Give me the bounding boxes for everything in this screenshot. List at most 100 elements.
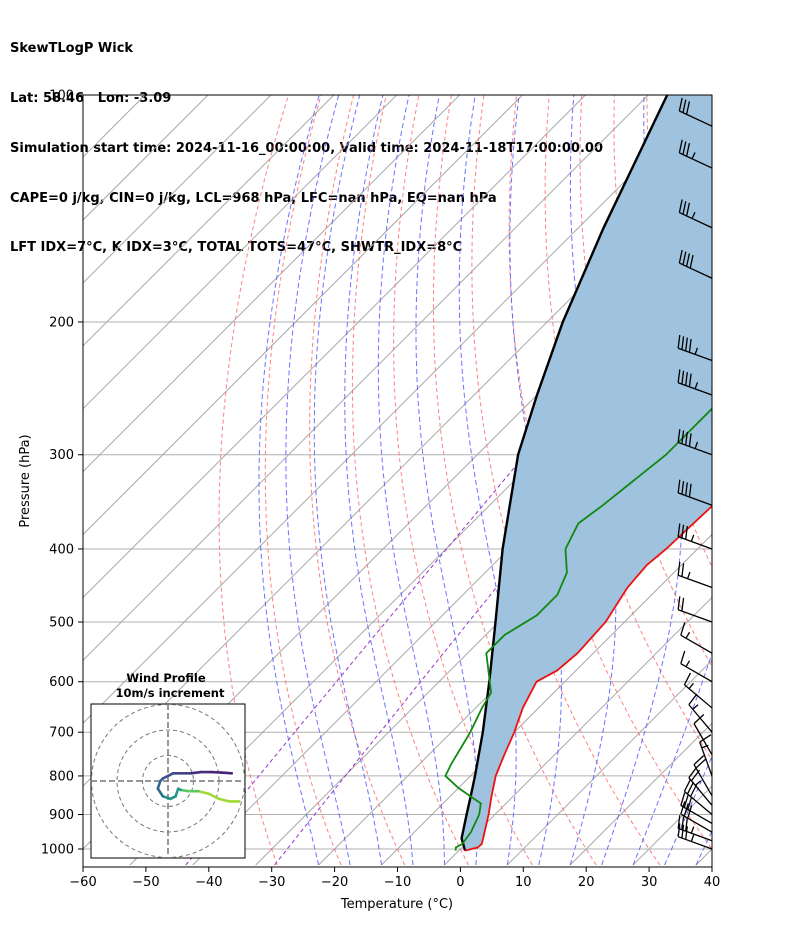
barb-flag bbox=[682, 201, 687, 215]
barb-flag bbox=[685, 526, 688, 540]
dry-adiabat bbox=[218, 95, 289, 866]
barb-shaft bbox=[693, 723, 713, 756]
barb-flag bbox=[677, 561, 681, 576]
wind-barb bbox=[693, 755, 713, 797]
barb-shaft bbox=[679, 110, 713, 127]
hodograph-segment bbox=[174, 787, 180, 798]
dry-adiabat bbox=[393, 95, 533, 866]
barb-flag bbox=[683, 672, 692, 686]
dry-adiabat bbox=[264, 95, 342, 866]
hodograph-inset bbox=[90, 703, 246, 859]
barb-half-flag bbox=[685, 660, 691, 668]
hodograph-subtitle: 10m/s increment bbox=[116, 686, 225, 700]
hodograph-segment bbox=[156, 779, 162, 790]
parcel-temperature-shade bbox=[461, 95, 712, 851]
isotherm-line bbox=[83, 95, 649, 662]
barb-shaft bbox=[677, 836, 713, 850]
parcel-shade bbox=[461, 95, 712, 851]
dry-adiabat bbox=[745, 95, 794, 865]
wind-barb bbox=[680, 650, 713, 683]
moist-adiabat bbox=[601, 95, 683, 866]
wind-barb bbox=[688, 766, 713, 806]
barb-flag bbox=[677, 815, 681, 829]
hodograph-segment bbox=[207, 792, 221, 801]
wind-barb bbox=[677, 479, 713, 506]
barb-flag bbox=[677, 596, 681, 610]
barb-flag bbox=[677, 523, 681, 537]
isotherm-line bbox=[83, 95, 398, 410]
hodograph-plot bbox=[91, 704, 245, 858]
barb-flag bbox=[680, 650, 686, 664]
barb-flag bbox=[677, 334, 681, 349]
y-tick-label: 200 bbox=[49, 315, 74, 330]
x-tick-label: 0 bbox=[456, 875, 464, 890]
wind-barb bbox=[683, 672, 713, 709]
barb-half-flag bbox=[691, 211, 696, 219]
barb-flag bbox=[682, 251, 687, 265]
isotherm-line bbox=[83, 95, 712, 724]
barb-flag bbox=[683, 779, 692, 792]
x-tick-label: 30 bbox=[641, 875, 658, 890]
wind-barb bbox=[678, 139, 713, 169]
stability-indices-label: LFT IDX=7°C, K IDX=3°C, TOTAL TOTS=47°C,… bbox=[10, 240, 463, 256]
cape-indices-label: CAPE=0 j/kg, CIN=0 j/kg, LCL=968 hPa, LF… bbox=[10, 190, 497, 206]
y-tick-label: 100 bbox=[49, 89, 74, 104]
isotherm-line bbox=[83, 95, 523, 536]
chart-title-block: SkewTLogP Wick Lat: 58.46 Lon: -3.09 Sim… bbox=[10, 8, 603, 274]
barb-flag bbox=[683, 794, 689, 808]
barb-shaft bbox=[677, 574, 713, 589]
barb-flag bbox=[681, 430, 685, 444]
wind-barb bbox=[677, 815, 713, 842]
dewpoint-profile-line bbox=[444, 407, 712, 851]
barb-flag bbox=[693, 714, 705, 725]
barb-half-flag bbox=[690, 534, 695, 542]
wind-barb bbox=[699, 734, 713, 777]
x-tick-label: −10 bbox=[384, 875, 411, 890]
barb-flag bbox=[685, 817, 688, 832]
x-tick-label: −40 bbox=[195, 875, 222, 890]
barb-flag bbox=[680, 801, 686, 815]
wind-barb bbox=[680, 792, 713, 825]
barb-flag bbox=[681, 563, 685, 577]
barb-flag bbox=[685, 101, 691, 115]
barb-flag bbox=[685, 482, 688, 496]
wind-barb bbox=[677, 334, 713, 362]
moist-adiabat bbox=[344, 95, 414, 866]
isotherm-line bbox=[569, 722, 712, 866]
barb-flag bbox=[685, 431, 688, 446]
barb-shaft bbox=[688, 704, 713, 733]
axis-ticks: −60 −50 −40 −30 −20 −10 0 10 20 30 40 1000 900 800 700… bbox=[41, 89, 720, 891]
x-tick-label: 10 bbox=[515, 875, 532, 890]
isotherm-line bbox=[444, 596, 712, 866]
barb-flag bbox=[693, 755, 705, 766]
temperature-profile-line bbox=[464, 504, 712, 852]
moist-adiabat bbox=[258, 95, 320, 866]
x-tick-label: −20 bbox=[321, 875, 348, 890]
x-tick-label: 40 bbox=[704, 875, 721, 890]
wind-barb bbox=[677, 823, 713, 850]
barb-flag bbox=[682, 99, 687, 113]
wind-barb bbox=[677, 429, 713, 456]
dry-adiabat bbox=[309, 95, 406, 866]
y-tick-label: 700 bbox=[49, 726, 74, 741]
wind-barb bbox=[677, 369, 713, 396]
barb-flag bbox=[695, 758, 707, 769]
isotherm-line bbox=[83, 95, 335, 347]
barb-shaft bbox=[684, 684, 713, 709]
isotherm-line bbox=[83, 95, 460, 473]
barb-half-flag bbox=[690, 826, 695, 834]
barb-flag bbox=[678, 139, 683, 153]
barb-flag bbox=[685, 143, 691, 157]
isotherm-line bbox=[83, 95, 272, 284]
hodograph-segment bbox=[197, 789, 211, 796]
barb-flag bbox=[682, 141, 687, 155]
barb-flag bbox=[688, 373, 692, 387]
barb-flag bbox=[678, 97, 683, 112]
moist-adiabat bbox=[313, 95, 382, 866]
barb-flag bbox=[687, 805, 693, 819]
barb-shaft bbox=[677, 609, 713, 623]
moist-adiabat bbox=[415, 95, 479, 866]
barb-flag bbox=[677, 369, 681, 383]
barb-half-flag bbox=[691, 152, 696, 160]
